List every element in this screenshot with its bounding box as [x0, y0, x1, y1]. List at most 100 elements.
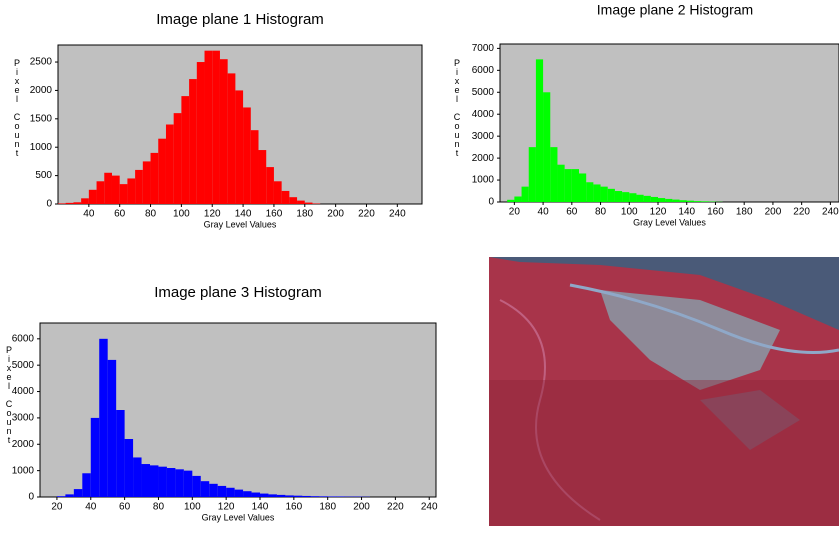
- y-tick-label: 2000: [472, 153, 495, 164]
- histogram-bar: [243, 491, 252, 497]
- histogram-bar: [65, 494, 74, 497]
- x-tick-label: 40: [83, 209, 95, 220]
- histogram-bar: [686, 200, 694, 202]
- histogram-bar: [111, 175, 120, 204]
- histogram-bar: [297, 200, 305, 204]
- histogram-bar: [234, 489, 244, 497]
- histogram-bar: [150, 152, 159, 204]
- histogram-bar: [175, 469, 184, 497]
- histogram-bar: [73, 489, 83, 497]
- histogram-bar: [281, 190, 290, 204]
- histogram-bar: [81, 198, 89, 204]
- histogram-bar: [127, 178, 136, 204]
- y-tick-label: 1000: [12, 465, 35, 476]
- histogram-bar: [600, 186, 608, 202]
- histogram-bar: [629, 193, 637, 202]
- histogram-bar: [227, 73, 236, 205]
- y-tick-label: 6000: [472, 65, 495, 76]
- x-tick-label: 120: [650, 207, 667, 218]
- x-tick-label: 200: [765, 207, 782, 218]
- x-tick-label: 80: [595, 207, 607, 218]
- y-tick-label: 1500: [30, 113, 53, 124]
- y-tick-label: 3000: [472, 131, 495, 142]
- y-tick-label: 2000: [30, 85, 53, 96]
- histogram-bar: [679, 200, 687, 202]
- histogram-bar: [250, 130, 259, 204]
- satellite-image: [489, 257, 839, 526]
- x-tick-label: 120: [218, 502, 235, 513]
- x-tick-label: 180: [736, 207, 753, 218]
- histogram-bar: [200, 481, 210, 497]
- histogram-bar: [543, 92, 551, 202]
- x-axis-label: Gray Level Values: [202, 512, 275, 522]
- chart-title: Image plane 2 Histogram: [597, 2, 753, 18]
- histogram-bar: [141, 464, 150, 497]
- histogram-bar: [107, 359, 117, 497]
- histogram-bar: [273, 181, 282, 204]
- x-tick-label: 140: [235, 209, 252, 220]
- x-axis-label: Gray Level Values: [204, 219, 277, 229]
- x-tick-label: 100: [621, 207, 638, 218]
- histogram-bar: [550, 147, 558, 202]
- x-tick-label: 20: [51, 502, 63, 513]
- histogram-bar: [258, 150, 267, 204]
- histogram-bar: [507, 199, 515, 202]
- histogram-bar: [650, 196, 659, 202]
- histogram-bar: [336, 496, 345, 497]
- x-tick-label: 80: [153, 502, 165, 513]
- y-tick-label: 7000: [472, 43, 495, 54]
- histogram-bar: [192, 475, 201, 497]
- x-axis-label: Gray Level Values: [633, 217, 706, 227]
- histogram-bar: [124, 439, 134, 497]
- histogram-bar: [251, 492, 260, 497]
- x-tick-label: 180: [319, 502, 336, 513]
- histogram-bar: [266, 167, 274, 204]
- x-tick-label: 220: [387, 502, 404, 513]
- histogram-bar: [183, 470, 193, 497]
- histogram-bar: [96, 181, 105, 204]
- y-tick-label: 500: [35, 170, 52, 181]
- histogram-bar: [268, 494, 277, 497]
- histogram-bar: [571, 169, 580, 202]
- histogram-bar: [219, 59, 228, 205]
- y-tick-label: 0: [28, 492, 34, 503]
- histogram-bar: [593, 184, 601, 202]
- histogram-bar: [58, 203, 66, 204]
- y-tick-label: 1000: [30, 142, 53, 153]
- histogram-bar: [293, 495, 303, 497]
- histogram-bar: [622, 192, 630, 202]
- clearing: [700, 390, 800, 450]
- histogram-bar: [204, 50, 213, 204]
- chart-title: Image plane 1 Histogram: [156, 11, 324, 28]
- x-tick-label: 100: [184, 502, 201, 513]
- histogram-bar: [310, 496, 320, 497]
- x-tick-label: 60: [114, 209, 126, 220]
- histogram-bar: [88, 189, 97, 204]
- histogram-bar: [586, 182, 594, 202]
- y-tick-label: 4000: [12, 386, 35, 397]
- x-tick-label: 100: [173, 209, 190, 220]
- histogram-bar: [82, 473, 91, 497]
- histogram-bar: [607, 188, 615, 202]
- histogram-bar: [557, 164, 565, 202]
- histogram-bar: [196, 62, 205, 205]
- histogram-bar: [304, 202, 313, 204]
- histogram-bar: [90, 417, 100, 497]
- x-tick-label: 160: [707, 207, 724, 218]
- histogram-bar: [99, 338, 108, 497]
- x-tick-label: 160: [266, 209, 283, 220]
- histogram-bar: [209, 483, 218, 497]
- histogram-bar: [643, 195, 651, 202]
- x-tick-label: 160: [286, 502, 303, 513]
- histogram-bar: [614, 191, 623, 202]
- x-tick-label: 20: [509, 207, 521, 218]
- x-tick-label: 140: [252, 502, 269, 513]
- x-tick-label: 240: [389, 209, 406, 220]
- histogram-bar: [166, 468, 176, 497]
- histogram-bar: [116, 410, 125, 497]
- y-tick-label: 3000: [12, 413, 35, 424]
- water: [489, 257, 839, 330]
- x-tick-label: 220: [358, 209, 375, 220]
